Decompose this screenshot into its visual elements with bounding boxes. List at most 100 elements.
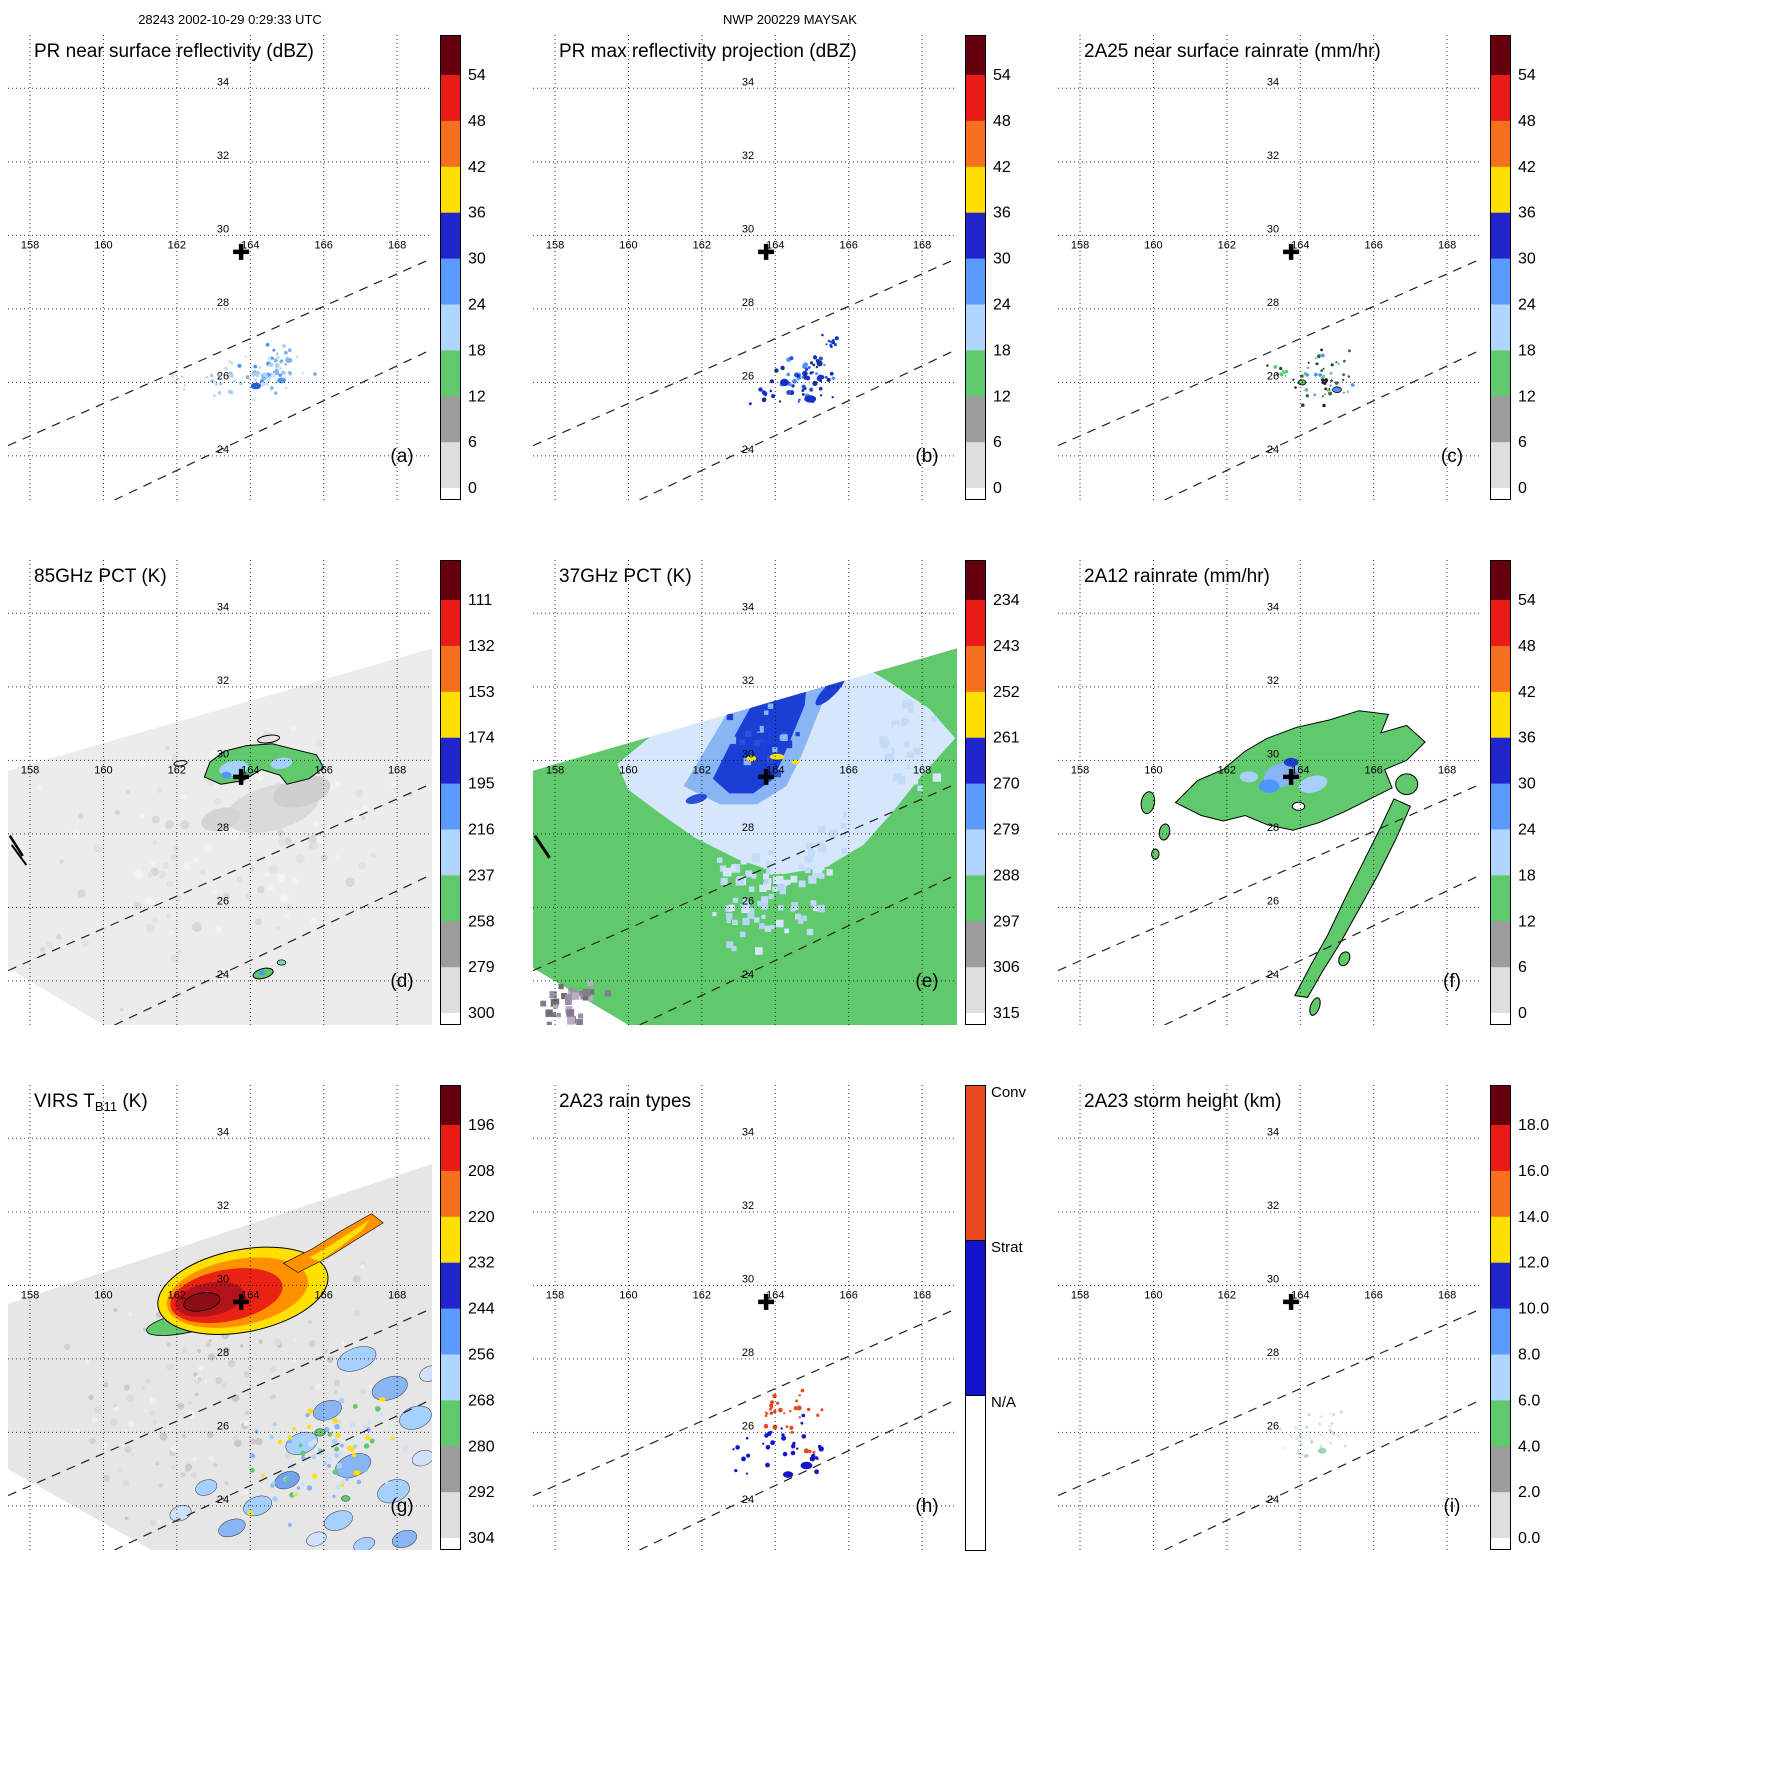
svg-text:26: 26 bbox=[742, 370, 754, 382]
graticule bbox=[1058, 560, 1482, 1025]
colorbar-label: 279 bbox=[993, 822, 1020, 839]
panel-g: 158 160 162 164 166 168 24 26 28 30 32 34 VIRS TB11 … bbox=[8, 1085, 538, 1565]
colorbar-label: 6 bbox=[468, 434, 477, 451]
svg-text:164: 164 bbox=[1291, 1289, 1309, 1301]
storm-center-cross bbox=[1283, 1293, 1300, 1310]
panel-c: 158 160 162 164 166 168 24 26 28 30 32 34 2A25 near … bbox=[1058, 35, 1588, 515]
storm-center-cross bbox=[758, 1293, 775, 1310]
svg-text:26: 26 bbox=[1267, 1420, 1279, 1432]
svg-text:26: 26 bbox=[1267, 370, 1279, 382]
svg-text:32: 32 bbox=[742, 675, 754, 687]
svg-text:162: 162 bbox=[693, 764, 711, 776]
colorbar-label: 18 bbox=[468, 342, 486, 359]
svg-text:32: 32 bbox=[1267, 1200, 1279, 1212]
swath-edge-lines bbox=[1058, 782, 1482, 1025]
colorbar-label: 12.0 bbox=[1518, 1255, 1549, 1272]
storm-center-cross bbox=[758, 768, 775, 785]
colorbar-label: 48 bbox=[468, 113, 486, 130]
svg-text:162: 162 bbox=[693, 239, 711, 251]
panel-title: 85GHz PCT (K) bbox=[34, 566, 167, 587]
graticule bbox=[8, 560, 432, 1025]
colorbar-label: 232 bbox=[468, 1255, 495, 1272]
map-85ghz-pct: 158 160 162 164 166 168 24 26 28 30 32 34 85GHz PCT … bbox=[8, 560, 432, 1025]
svg-text:28: 28 bbox=[1267, 1347, 1279, 1359]
svg-text:158: 158 bbox=[21, 764, 39, 776]
colorbar-label: 292 bbox=[468, 1484, 495, 1501]
colorbar-label: 0 bbox=[1518, 480, 1527, 497]
svg-text:160: 160 bbox=[94, 239, 112, 251]
svg-text:160: 160 bbox=[619, 239, 637, 251]
tick-labels: 158 160 162 164 166 168 24 26 28 30 32 34 bbox=[1071, 601, 1456, 981]
colorbar-label: 12 bbox=[1518, 913, 1536, 930]
panel-letter: (c) bbox=[1441, 446, 1463, 467]
colorbar-label: 6.0 bbox=[1518, 1392, 1540, 1409]
svg-text:158: 158 bbox=[21, 239, 39, 251]
colorbar-label: 270 bbox=[993, 776, 1020, 793]
panel-h: 158 160 162 164 166 168 24 26 28 30 32 34 2A23 rain … bbox=[533, 1084, 1063, 1565]
colorbar-label: 0.0 bbox=[1518, 1530, 1540, 1547]
graticule bbox=[8, 35, 432, 500]
svg-text:34: 34 bbox=[742, 601, 754, 613]
svg-text:168: 168 bbox=[1438, 239, 1456, 251]
svg-text:30: 30 bbox=[742, 1273, 754, 1285]
tick-labels: 158 160 162 164 166 168 24 26 28 30 32 34 bbox=[1071, 1126, 1456, 1506]
svg-text:168: 168 bbox=[388, 1289, 406, 1301]
swath-edge-lines bbox=[8, 257, 432, 500]
colorbar-label: 18 bbox=[1518, 867, 1536, 884]
svg-text:30: 30 bbox=[1267, 748, 1279, 760]
svg-text:26: 26 bbox=[1267, 895, 1279, 907]
svg-text:166: 166 bbox=[840, 764, 858, 776]
colorbar-label: 6 bbox=[1518, 434, 1527, 451]
tick-labels: 158 160 162 164 166 168 24 26 28 30 32 34 bbox=[1071, 76, 1456, 456]
colorbar-a: 54 48 42 36 30 24 18 12 6 0 bbox=[440, 35, 486, 501]
colorbar-label: 30 bbox=[1518, 776, 1536, 793]
svg-text:168: 168 bbox=[1438, 1289, 1456, 1301]
colorbar-label: 196 bbox=[468, 1117, 495, 1134]
svg-text:166: 166 bbox=[1365, 1289, 1383, 1301]
colorbar-label: 153 bbox=[468, 684, 495, 701]
svg-text:158: 158 bbox=[546, 239, 564, 251]
tick-labels: 158 160 162 164 166 168 24 26 28 30 32 34 bbox=[21, 1126, 406, 1506]
colorbar-label: 195 bbox=[468, 776, 495, 793]
svg-text:28: 28 bbox=[742, 822, 754, 834]
svg-text:28: 28 bbox=[742, 1347, 754, 1359]
panel-letter: (a) bbox=[390, 446, 413, 467]
svg-text:26: 26 bbox=[217, 895, 229, 907]
panel-letter: (b) bbox=[915, 446, 938, 467]
colorbar-label: 297 bbox=[993, 913, 1020, 930]
svg-text:164: 164 bbox=[241, 1289, 259, 1301]
colorbar-label: 243 bbox=[993, 638, 1020, 655]
panel-title: 2A12 rainrate (mm/hr) bbox=[1084, 566, 1270, 587]
colorbar-i: 18.0 16.0 14.0 12.0 10.0 8.0 6.0 4.0 2.0 0.0 bbox=[1490, 1085, 1549, 1551]
svg-text:166: 166 bbox=[315, 1289, 333, 1301]
colorbar-label: 10.0 bbox=[1518, 1301, 1549, 1318]
colorbar-label: Conv bbox=[991, 1084, 1027, 1101]
svg-text:34: 34 bbox=[217, 601, 229, 613]
svg-text:158: 158 bbox=[1071, 1289, 1089, 1301]
tick-labels: 158 160 162 164 166 168 24 26 28 30 32 34 bbox=[21, 76, 406, 456]
graticule bbox=[533, 560, 957, 1025]
svg-text:168: 168 bbox=[388, 764, 406, 776]
colorbar-label: Strat bbox=[991, 1239, 1024, 1256]
colorbar-label: 42 bbox=[1518, 684, 1536, 701]
graticule bbox=[1058, 35, 1482, 500]
panel-title: 2A23 storm height (km) bbox=[1084, 1091, 1281, 1112]
svg-text:32: 32 bbox=[1267, 675, 1279, 687]
storm-center-cross bbox=[233, 768, 250, 785]
colorbar-label: 30 bbox=[993, 251, 1011, 268]
svg-text:160: 160 bbox=[94, 1289, 112, 1301]
colorbar-label: 12 bbox=[468, 388, 486, 405]
svg-text:158: 158 bbox=[546, 764, 564, 776]
svg-text:160: 160 bbox=[1144, 764, 1162, 776]
panel-i: 158 160 162 164 166 168 24 26 28 30 32 34 2A23 storm… bbox=[1058, 1085, 1588, 1565]
colorbar-label: 268 bbox=[468, 1392, 495, 1409]
svg-text:160: 160 bbox=[1144, 1289, 1162, 1301]
svg-text:162: 162 bbox=[1218, 764, 1236, 776]
colorbar-label: 132 bbox=[468, 638, 495, 655]
colorbar-label: 0 bbox=[993, 480, 1002, 497]
colorbar-label: 36 bbox=[1518, 730, 1536, 747]
graticule bbox=[533, 35, 957, 500]
colorbar-label: 0 bbox=[1518, 1005, 1527, 1022]
tick-labels: 158 160 162 164 166 168 24 26 28 30 32 34 bbox=[546, 601, 931, 981]
tick-labels: 158 160 162 164 166 168 24 26 28 30 32 34 bbox=[546, 76, 931, 456]
